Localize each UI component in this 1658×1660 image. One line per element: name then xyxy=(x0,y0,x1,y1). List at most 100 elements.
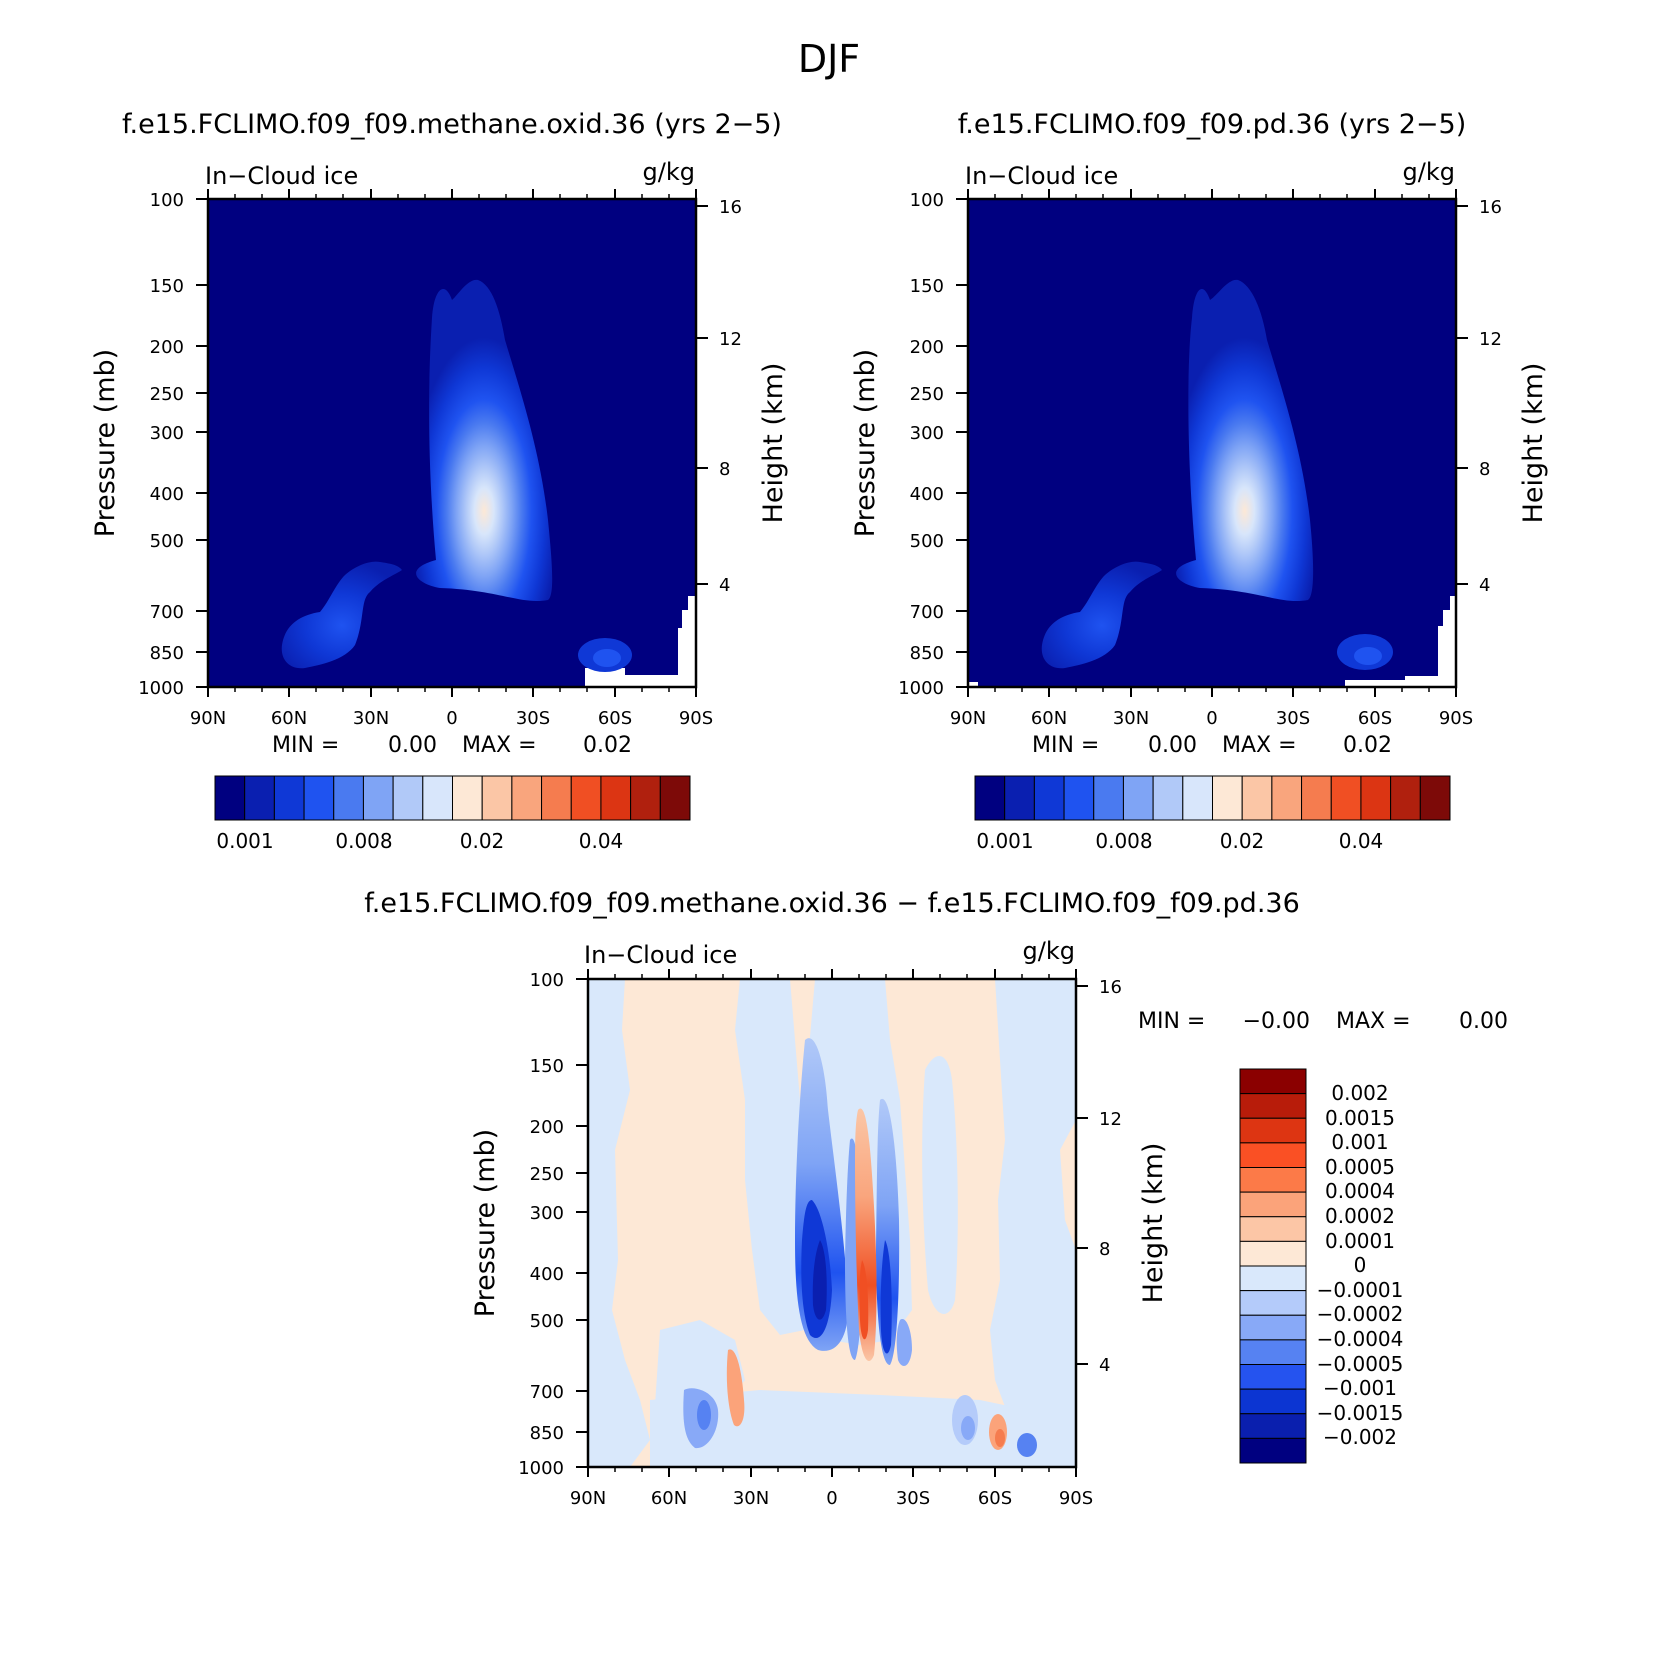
ytick-label: 850 xyxy=(150,643,184,664)
ytick-label: 400 xyxy=(530,1264,564,1285)
ytick-label: 100 xyxy=(530,970,564,991)
xtick-label: 30N xyxy=(353,708,389,729)
ytick-label: 1000 xyxy=(518,1458,564,1479)
ytick-label: 300 xyxy=(530,1203,564,1224)
colorbar-label: 0.02 xyxy=(460,829,505,853)
xtick-label: 30S xyxy=(896,1488,930,1509)
panel-control: f.e15.FCLIMO.f09_f09.methane.oxid.36 (yr… xyxy=(90,109,789,853)
ytick-label: 300 xyxy=(910,423,944,444)
panel-test-colorbar xyxy=(974,775,1451,821)
colorbar-swatch xyxy=(1239,1339,1307,1365)
colorbar-swatch xyxy=(392,775,424,821)
panel-difference-title: f.e15.FCLIMO.f09_f09.methane.oxid.36 − f… xyxy=(364,888,1300,919)
panel-test-xtick-labels: 90N 60N 30N 0 30S 60S 90S xyxy=(950,708,1473,729)
panel-difference-units: g/kg xyxy=(1023,937,1075,965)
ytick-label: 250 xyxy=(150,384,184,405)
colorbar-swatch xyxy=(974,775,1006,821)
colorbar-label: 0.0005 xyxy=(1325,1155,1395,1179)
colorbar-swatch xyxy=(362,775,394,821)
xtick-label: 0 xyxy=(1206,708,1217,729)
ytick-label: 400 xyxy=(150,484,184,505)
colorbar-swatch xyxy=(1390,775,1421,821)
panel-test-ytick-labels: 100 150 200 250 300 400 500 700 850 1000 xyxy=(898,190,944,699)
max-label: MAX = xyxy=(1336,1009,1411,1034)
min-label: MIN = xyxy=(272,733,339,758)
colorbar-swatch xyxy=(333,775,364,821)
panel-difference-variable: In−Cloud ice xyxy=(584,941,737,969)
ytick-label: 250 xyxy=(530,1164,564,1185)
ytick-label: 150 xyxy=(150,276,184,297)
colorbar-label: 0.001 xyxy=(976,829,1033,853)
ytick-label: 150 xyxy=(530,1056,564,1077)
colorbar-label: 0.008 xyxy=(1095,829,1152,853)
xtick-label: 90S xyxy=(1059,1488,1093,1509)
colorbar-swatch xyxy=(1033,775,1065,821)
xtick-label: 0 xyxy=(826,1488,837,1509)
y2tick-label: 12 xyxy=(1099,1109,1122,1130)
colorbar-swatch xyxy=(511,775,543,821)
panel-test-y2label: Height (km) xyxy=(1518,363,1549,524)
y2tick-label: 12 xyxy=(719,329,742,350)
xtick-label: 90S xyxy=(1439,708,1473,729)
xtick-label: 90N xyxy=(950,708,986,729)
y2tick-label: 12 xyxy=(1479,329,1502,350)
ytick-label: 200 xyxy=(910,337,944,358)
panel-control-colorbar xyxy=(214,775,691,821)
max-label: MAX = xyxy=(462,733,537,758)
ytick-label: 700 xyxy=(910,602,944,623)
colorbar-swatch xyxy=(1360,775,1392,821)
colorbar-swatch xyxy=(244,775,275,821)
colorbar-swatch xyxy=(1239,1364,1307,1390)
panel-control-axes xyxy=(196,189,708,697)
panel-control-colorbar-labels: 0.001 0.008 0.02 0.04 xyxy=(216,829,623,853)
ytick-label: 700 xyxy=(150,602,184,623)
max-value: 0.02 xyxy=(1343,733,1392,758)
colorbar-label: 0.0004 xyxy=(1325,1179,1395,1203)
xtick-label: 30S xyxy=(516,708,550,729)
ytick-label: 1000 xyxy=(898,678,944,699)
y2tick-label: 8 xyxy=(1479,459,1490,480)
colorbar-swatch xyxy=(1239,1216,1307,1242)
colorbar-label: −0.0015 xyxy=(1317,1401,1404,1425)
colorbar-swatch xyxy=(1122,775,1154,821)
y2tick-label: 8 xyxy=(719,459,730,480)
colorbar-swatch xyxy=(1239,1413,1307,1439)
colorbar-label: 0.008 xyxy=(335,829,392,853)
colorbar-swatch xyxy=(1152,775,1184,821)
colorbar-swatch xyxy=(1239,1314,1307,1341)
ytick-label: 500 xyxy=(910,531,944,552)
colorbar-label: 0.001 xyxy=(216,829,273,853)
colorbar-swatch xyxy=(600,775,632,821)
panel-test-colorbar-labels: 0.001 0.008 0.02 0.04 xyxy=(976,829,1383,853)
colorbar-label: 0.02 xyxy=(1220,829,1265,853)
colorbar-swatch xyxy=(1239,1265,1307,1292)
colorbar-label: 0.001 xyxy=(1331,1130,1388,1154)
panel-test-field xyxy=(966,197,1458,689)
ytick-label: 1000 xyxy=(138,678,184,699)
panel-difference: f.e15.FCLIMO.f09_f09.methane.oxid.36 − f… xyxy=(364,888,1508,1509)
min-value: 0.00 xyxy=(388,733,437,758)
colorbar-label: 0.0002 xyxy=(1325,1204,1395,1228)
colorbar-swatch xyxy=(1239,1142,1307,1168)
max-label: MAX = xyxy=(1222,733,1297,758)
min-value: 0.00 xyxy=(1148,733,1197,758)
panel-difference-axes xyxy=(576,969,1088,1477)
figure-title: DJF xyxy=(798,37,860,81)
colorbar-label: −0.0002 xyxy=(1317,1302,1404,1326)
y2tick-label: 16 xyxy=(719,197,742,218)
ytick-label: 200 xyxy=(150,337,184,358)
colorbar-swatch xyxy=(1004,775,1035,821)
xtick-label: 60S xyxy=(978,1488,1012,1509)
xtick-label: 60N xyxy=(271,708,307,729)
y2tick-label: 4 xyxy=(1479,575,1490,596)
panel-difference-ytick-labels: 100 150 200 250 300 400 500 700 850 1000 xyxy=(518,970,564,1479)
xtick-label: 60N xyxy=(1031,708,1067,729)
colorbar-swatch xyxy=(452,775,483,821)
panel-difference-ylabel: Pressure (mb) xyxy=(470,1129,501,1317)
max-value: 0.02 xyxy=(583,733,632,758)
panel-test: f.e15.FCLIMO.f09_f09.pd.36 (yrs 2−5) In−… xyxy=(850,109,1549,853)
min-value: −0.00 xyxy=(1243,1009,1310,1034)
colorbar-swatch xyxy=(1239,1068,1307,1095)
ytick-label: 100 xyxy=(150,190,184,211)
